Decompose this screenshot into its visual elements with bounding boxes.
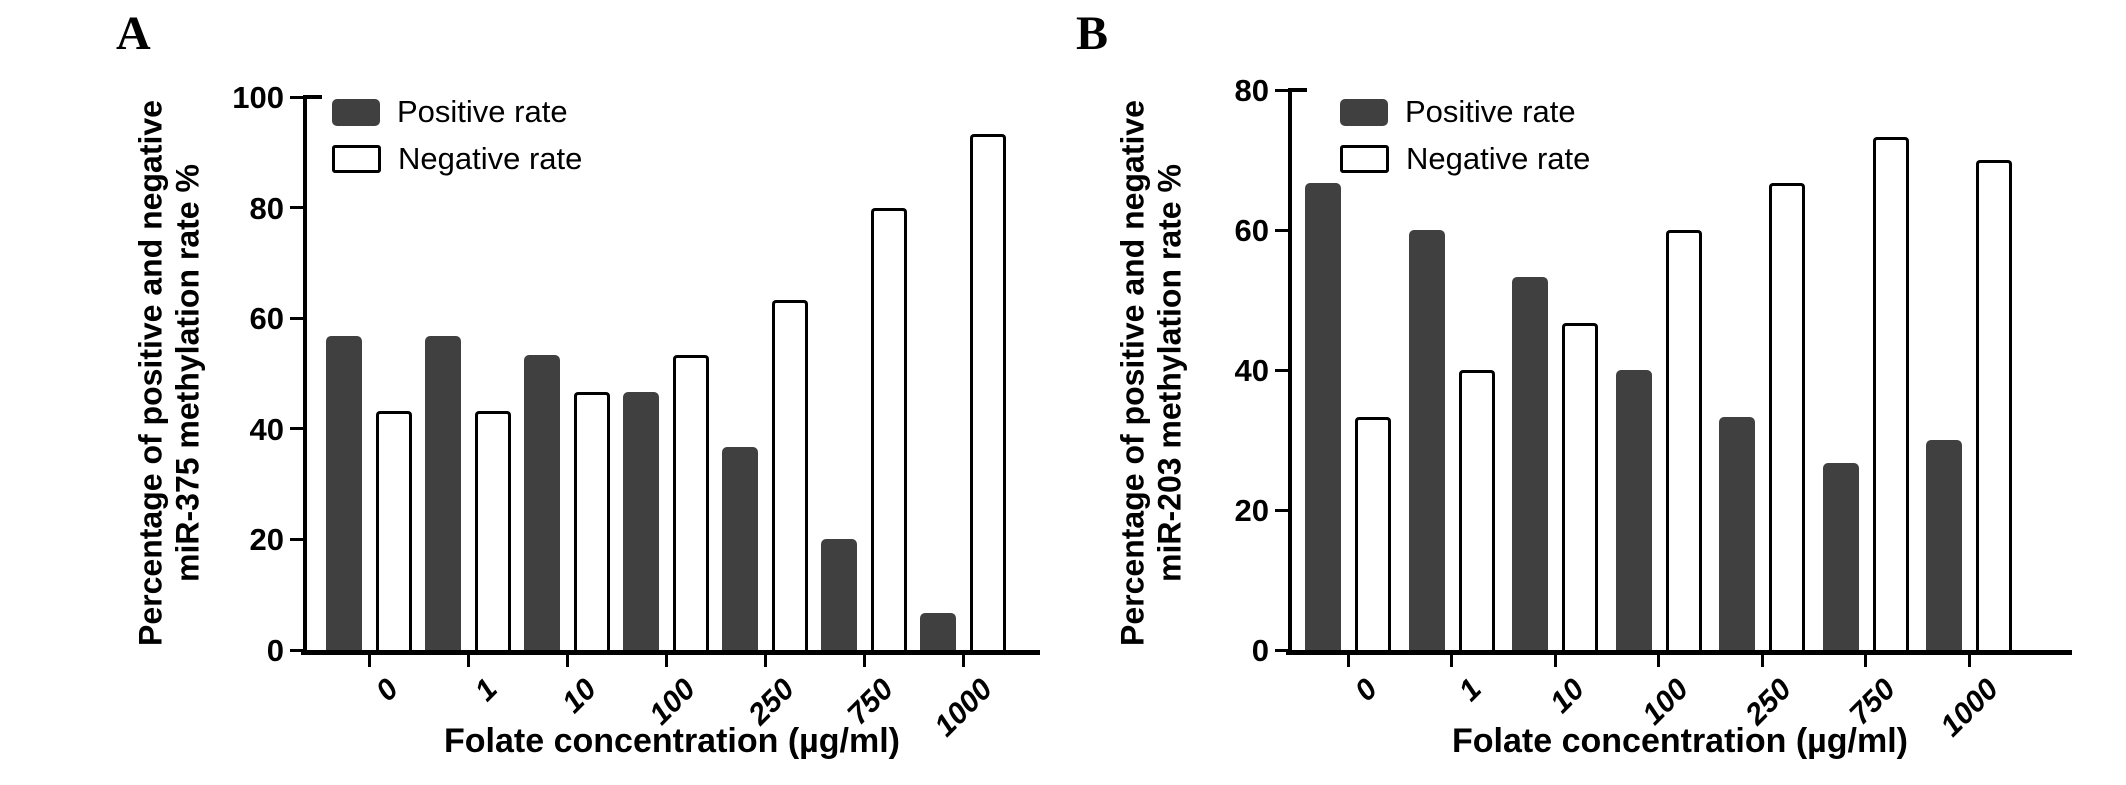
x-axis-title-b: Folate concentration (µg/ml) xyxy=(1452,722,1908,760)
x-tick-0 xyxy=(1346,655,1350,667)
x-tick-1 xyxy=(1450,655,1453,667)
y-tick-label-80: 80 xyxy=(1234,73,1269,108)
bar-positive-0 xyxy=(1305,183,1341,650)
x-tick-250 xyxy=(763,655,767,667)
y-tick-0 xyxy=(1275,648,1288,652)
bar-positive-750 xyxy=(1822,463,1859,650)
bar-negative-250 xyxy=(772,299,808,650)
bar-negative-100 xyxy=(673,355,709,650)
bar-negative-750 xyxy=(871,207,907,650)
negative-rate-label: Negative rate xyxy=(1406,141,1591,176)
y-tick-0 xyxy=(290,648,303,652)
x-tick-label-10: 10 xyxy=(1543,672,1591,720)
negative-rate-swatch xyxy=(332,145,381,173)
panel-a-letter: A xyxy=(116,7,151,60)
legend-item-positive: Positive rate xyxy=(1340,94,1590,130)
positive-rate-label: Positive rate xyxy=(397,94,568,129)
legend-a: Positive rate Negative rate xyxy=(332,94,582,188)
legend-item-negative: Negative rate xyxy=(332,141,582,177)
bar-negative-1000 xyxy=(1976,160,2012,650)
x-tick-250 xyxy=(1760,655,1764,667)
x-tick-10 xyxy=(565,655,569,667)
y-tick-40 xyxy=(1275,368,1288,372)
y-tick-label-40: 40 xyxy=(1234,353,1269,388)
y-tick-label-0: 0 xyxy=(266,633,284,668)
bar-negative-1 xyxy=(475,410,511,650)
x-axis-line xyxy=(301,650,1040,655)
bar-negative-1000 xyxy=(970,134,1006,650)
bar-negative-750 xyxy=(1872,136,1909,650)
bar-negative-100 xyxy=(1665,230,1702,650)
x-tick-label-0: 0 xyxy=(1348,672,1384,708)
bar-positive-100 xyxy=(1615,370,1652,650)
y-tick-label-20: 20 xyxy=(1234,493,1269,528)
y-axis-line xyxy=(1288,88,1292,655)
bar-positive-250 xyxy=(1719,416,1755,650)
x-tick-750 xyxy=(1864,655,1867,667)
y-tick-label-20: 20 xyxy=(249,522,284,558)
x-axis-title-a: Folate concentration (µg/ml) xyxy=(444,722,900,760)
negative-rate-swatch xyxy=(1340,145,1389,173)
x-tick-1 xyxy=(466,655,470,667)
x-tick-750 xyxy=(862,655,866,667)
bar-positive-0 xyxy=(326,336,362,650)
positive-rate-label: Positive rate xyxy=(1405,94,1576,129)
y-tick-60 xyxy=(290,316,303,320)
bar-positive-1 xyxy=(1408,230,1445,650)
bar-negative-0 xyxy=(1355,416,1391,650)
positive-rate-swatch xyxy=(1340,98,1388,126)
y-tick-80 xyxy=(1275,88,1288,92)
x-axis-line xyxy=(1286,650,2072,655)
y-tick-40 xyxy=(290,427,303,431)
y-tick-label-0: 0 xyxy=(1251,633,1269,668)
bar-positive-10 xyxy=(1512,276,1548,650)
x-tick-1000 xyxy=(961,655,965,667)
bar-negative-1 xyxy=(1458,370,1495,650)
legend-item-negative: Negative rate xyxy=(1340,141,1590,177)
x-tick-label-1: 1 xyxy=(1452,672,1488,708)
y-tick-label-100: 100 xyxy=(232,80,284,115)
y-axis-line xyxy=(303,95,307,655)
x-tick-100 xyxy=(664,655,668,667)
y-tick-20 xyxy=(1275,508,1288,512)
panel-b-letter: B xyxy=(1076,7,1109,60)
y-tick-label-60: 60 xyxy=(1234,213,1269,248)
x-tick-0 xyxy=(367,655,371,667)
y-tick-label-80: 80 xyxy=(249,190,284,226)
x-tick-10 xyxy=(1553,655,1557,667)
y-tick-100 xyxy=(290,95,303,99)
bar-negative-250 xyxy=(1769,183,1805,650)
bar-positive-250 xyxy=(722,447,758,650)
bar-positive-100 xyxy=(623,391,659,650)
y-axis-top-tick xyxy=(1292,88,1307,92)
bar-positive-750 xyxy=(821,539,857,650)
bar-negative-0 xyxy=(376,410,412,650)
x-tick-label-1000: 1000 xyxy=(1934,672,2005,744)
negative-rate-label: Negative rate xyxy=(398,141,583,176)
positive-rate-swatch xyxy=(332,98,380,126)
bar-negative-10 xyxy=(1562,323,1598,650)
y-tick-20 xyxy=(290,537,303,541)
y-tick-60 xyxy=(1275,228,1288,232)
bar-positive-10 xyxy=(524,355,560,650)
y-tick-80 xyxy=(290,206,303,210)
legend-b: Positive rate Negative rate xyxy=(1340,94,1590,188)
x-tick-100 xyxy=(1657,655,1660,667)
x-tick-1000 xyxy=(1967,655,1971,667)
bar-negative-10 xyxy=(574,391,610,650)
bar-positive-1000 xyxy=(920,612,956,650)
y-tick-label-60: 60 xyxy=(249,301,284,337)
y-axis-top-tick xyxy=(307,95,322,99)
bar-positive-1000 xyxy=(1926,440,1962,650)
bar-positive-1 xyxy=(425,336,461,650)
y-tick-label-40: 40 xyxy=(249,411,284,447)
legend-item-positive: Positive rate xyxy=(332,94,582,130)
